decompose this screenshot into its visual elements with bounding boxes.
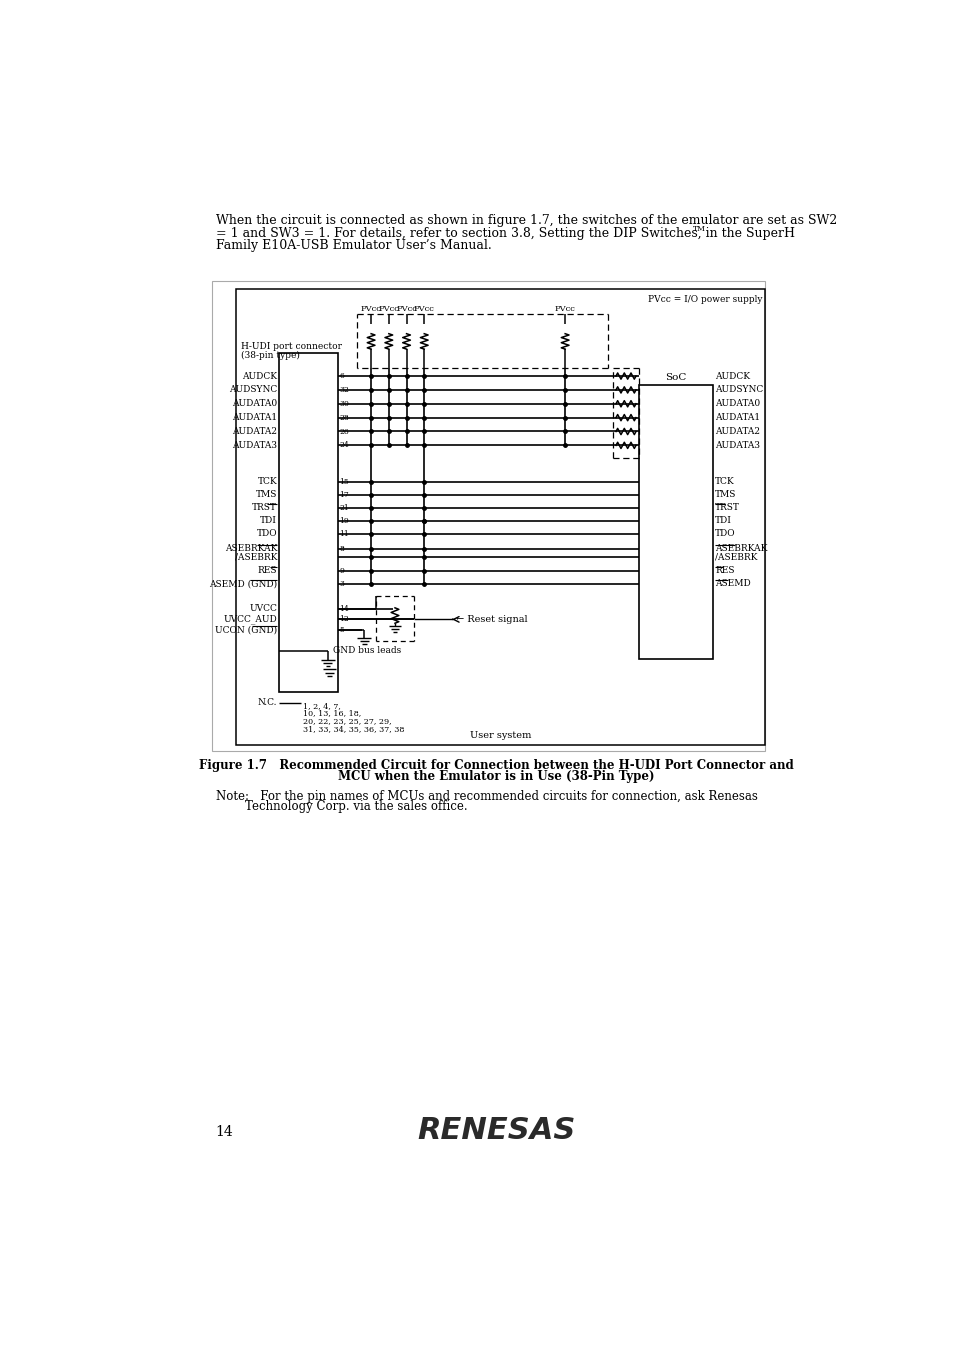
Text: Figure 1.7   Recommended Circuit for Connection between the H-UDI Port Connector: Figure 1.7 Recommended Circuit for Conne… bbox=[199, 759, 793, 772]
Text: 30: 30 bbox=[339, 400, 349, 408]
Text: 3: 3 bbox=[339, 580, 344, 589]
Text: (38-pin type): (38-pin type) bbox=[241, 351, 299, 360]
Text: Note:   For the pin names of MCUs and recommended circuits for connection, ask R: Note: For the pin names of MCUs and reco… bbox=[215, 790, 757, 802]
Text: Family E10A-USB Emulator User’s Manual.: Family E10A-USB Emulator User’s Manual. bbox=[215, 239, 491, 252]
Text: ASEBRKAK: ASEBRKAK bbox=[225, 544, 277, 554]
Text: TDI: TDI bbox=[260, 516, 277, 525]
Text: PVcc: PVcc bbox=[414, 305, 435, 313]
Text: 26: 26 bbox=[339, 428, 349, 436]
Text: SoC: SoC bbox=[664, 373, 686, 382]
Text: 5: 5 bbox=[339, 626, 344, 634]
Text: AUDATA1: AUDATA1 bbox=[232, 413, 277, 423]
Text: 9: 9 bbox=[339, 567, 344, 575]
Text: TDO: TDO bbox=[715, 529, 735, 539]
Text: UVCC: UVCC bbox=[249, 603, 277, 613]
Text: AUDATA0: AUDATA0 bbox=[715, 400, 760, 408]
Bar bbox=[279, 352, 337, 691]
Text: ← Reset signal: ← Reset signal bbox=[456, 614, 527, 624]
Text: TCK: TCK bbox=[715, 477, 734, 486]
Text: 19: 19 bbox=[339, 517, 349, 525]
Text: 14: 14 bbox=[339, 605, 349, 613]
Text: 28: 28 bbox=[339, 413, 349, 421]
Text: RES: RES bbox=[257, 567, 277, 575]
Text: 14: 14 bbox=[215, 1125, 233, 1139]
Text: 31, 33, 34, 35, 36, 37, 38: 31, 33, 34, 35, 36, 37, 38 bbox=[302, 725, 403, 733]
Text: 21: 21 bbox=[339, 504, 349, 512]
Text: TMS: TMS bbox=[715, 490, 736, 500]
Text: When the circuit is connected as shown in figure 1.7, the switches of the emulat: When the circuit is connected as shown i… bbox=[215, 215, 836, 227]
Text: 10, 13, 16, 18,: 10, 13, 16, 18, bbox=[302, 710, 360, 717]
Bar bbox=[213, 281, 764, 751]
Text: AUDSYNC: AUDSYNC bbox=[229, 385, 277, 394]
Text: AUDATA2: AUDATA2 bbox=[715, 427, 760, 436]
Text: AUDATA3: AUDATA3 bbox=[232, 441, 277, 450]
Text: 11: 11 bbox=[339, 531, 349, 537]
Text: AUDCK: AUDCK bbox=[715, 371, 750, 381]
Text: RENESAS: RENESAS bbox=[417, 1116, 576, 1145]
Text: ASEMD (GND): ASEMD (GND) bbox=[209, 579, 277, 589]
Text: AUDSYNC: AUDSYNC bbox=[715, 385, 762, 394]
Text: RES: RES bbox=[715, 567, 734, 575]
Text: ASEBRKAK: ASEBRKAK bbox=[715, 544, 767, 554]
Text: N.C.: N.C. bbox=[257, 698, 277, 707]
Text: /ASEBRK: /ASEBRK bbox=[234, 552, 277, 562]
Text: AUDCK: AUDCK bbox=[242, 371, 277, 381]
Text: ASEMD: ASEMD bbox=[715, 579, 750, 589]
Text: TDI: TDI bbox=[715, 516, 731, 525]
Text: AUDATA0: AUDATA0 bbox=[232, 400, 277, 408]
Text: /ASEBRK: /ASEBRK bbox=[715, 552, 757, 562]
Text: TM: TM bbox=[692, 225, 705, 234]
Text: 1, 2, 4, 7,: 1, 2, 4, 7, bbox=[302, 702, 340, 710]
Text: 20, 22, 23, 25, 27, 29,: 20, 22, 23, 25, 27, 29, bbox=[302, 717, 391, 725]
Bar bbox=[639, 385, 712, 659]
Text: PVcc: PVcc bbox=[360, 305, 381, 313]
Text: AUDATA3: AUDATA3 bbox=[715, 441, 760, 450]
Text: UCON (GND): UCON (GND) bbox=[214, 625, 277, 634]
Text: AUDATA2: AUDATA2 bbox=[232, 427, 277, 436]
Text: 15: 15 bbox=[339, 478, 349, 486]
Text: TDO: TDO bbox=[256, 529, 277, 539]
Text: TCK: TCK bbox=[257, 477, 277, 486]
Text: TRST: TRST bbox=[252, 504, 277, 512]
Bar bbox=[235, 289, 764, 745]
Text: AUDATA1: AUDATA1 bbox=[715, 413, 760, 423]
Text: User system: User system bbox=[469, 732, 531, 740]
Text: MCU when the Emulator is in Use (38-Pin Type): MCU when the Emulator is in Use (38-Pin … bbox=[338, 769, 654, 783]
Text: PVcc = I/O power supply: PVcc = I/O power supply bbox=[647, 296, 761, 304]
Text: PVcc: PVcc bbox=[378, 305, 399, 313]
Text: PVcc: PVcc bbox=[395, 305, 416, 313]
Text: Technology Corp. via the sales office.: Technology Corp. via the sales office. bbox=[245, 801, 467, 813]
Text: 8: 8 bbox=[339, 544, 344, 552]
Text: PVcc: PVcc bbox=[554, 305, 575, 313]
Text: H-UDI port connector: H-UDI port connector bbox=[241, 343, 341, 351]
Text: = 1 and SW3 = 1. For details, refer to section 3.8, Setting the DIP Switches, in: = 1 and SW3 = 1. For details, refer to s… bbox=[215, 227, 794, 240]
Text: GND bus leads: GND bus leads bbox=[333, 647, 400, 656]
Text: 24: 24 bbox=[339, 441, 349, 450]
Text: 17: 17 bbox=[339, 490, 349, 498]
Text: TRST: TRST bbox=[715, 504, 740, 512]
Text: 32: 32 bbox=[339, 386, 349, 394]
Text: 6: 6 bbox=[339, 373, 344, 381]
Text: UVCC_AUD: UVCC_AUD bbox=[223, 614, 277, 624]
Text: TMS: TMS bbox=[255, 490, 277, 500]
Text: 12: 12 bbox=[339, 616, 349, 624]
